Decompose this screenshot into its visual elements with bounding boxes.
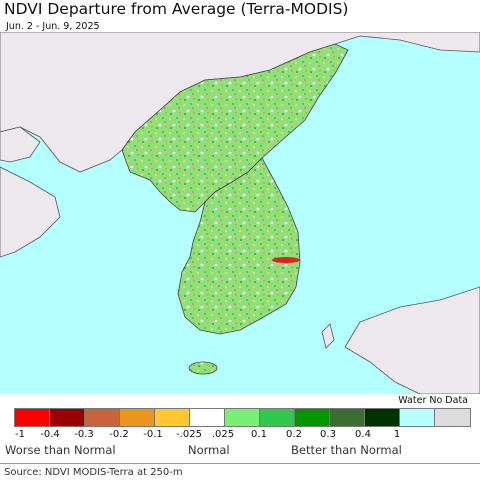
south-korea-land (177, 157, 301, 335)
legend-swatch (295, 409, 330, 426)
japan-island-tsushima (321, 323, 335, 349)
legend-tick: 1 (393, 429, 401, 440)
legend-swatch (50, 409, 85, 426)
legend-swatch (190, 409, 225, 426)
negative-anomaly-patch (272, 257, 300, 263)
caption-worse: Worse than Normal (5, 443, 116, 457)
legend-tick: 0.3 (320, 429, 336, 440)
ndvi-map (0, 32, 480, 394)
legend-tick: 0.4 (355, 429, 371, 440)
legend-tick: -0.1 (143, 429, 163, 440)
caption-better: Better than Normal (291, 443, 402, 457)
date-range: Jun. 2 - Jun. 9, 2025 (6, 21, 100, 32)
legend-swatch (85, 409, 120, 426)
source-note: Source: NDVI MODIS-Terra at 250-m (4, 467, 183, 478)
legend-swatch (260, 409, 295, 426)
china-peninsula-land (0, 126, 41, 163)
north-korea-land (121, 43, 349, 213)
japan-land (344, 286, 480, 394)
color-legend (14, 408, 471, 427)
legend-swatch (365, 409, 400, 426)
footer-divider (0, 463, 480, 464)
legend-tick: -1 (15, 429, 25, 440)
legend-swatch (435, 409, 470, 426)
legend-tick: -0.3 (74, 429, 94, 440)
legend-swatch (225, 409, 260, 426)
legend-swatch (400, 409, 435, 426)
legend-tick: -0.4 (40, 429, 60, 440)
legend-tick: -.025 (176, 429, 202, 440)
legend-swatch (15, 409, 50, 426)
china-southwest-land (0, 166, 61, 258)
legend-tick: .025 (211, 429, 235, 440)
jeju-island (188, 361, 218, 375)
legend-swatch (330, 409, 365, 426)
water-no-data-label: Water No Data (398, 395, 468, 406)
map-title: NDVI Departure from Average (Terra-MODIS… (4, 0, 349, 18)
legend-swatch (155, 409, 190, 426)
caption-normal: Normal (188, 443, 230, 457)
legend-tick: 0.2 (286, 429, 302, 440)
legend-tick: 0.1 (251, 429, 267, 440)
legend-swatch (120, 409, 155, 426)
legend-tick: -0.2 (109, 429, 129, 440)
